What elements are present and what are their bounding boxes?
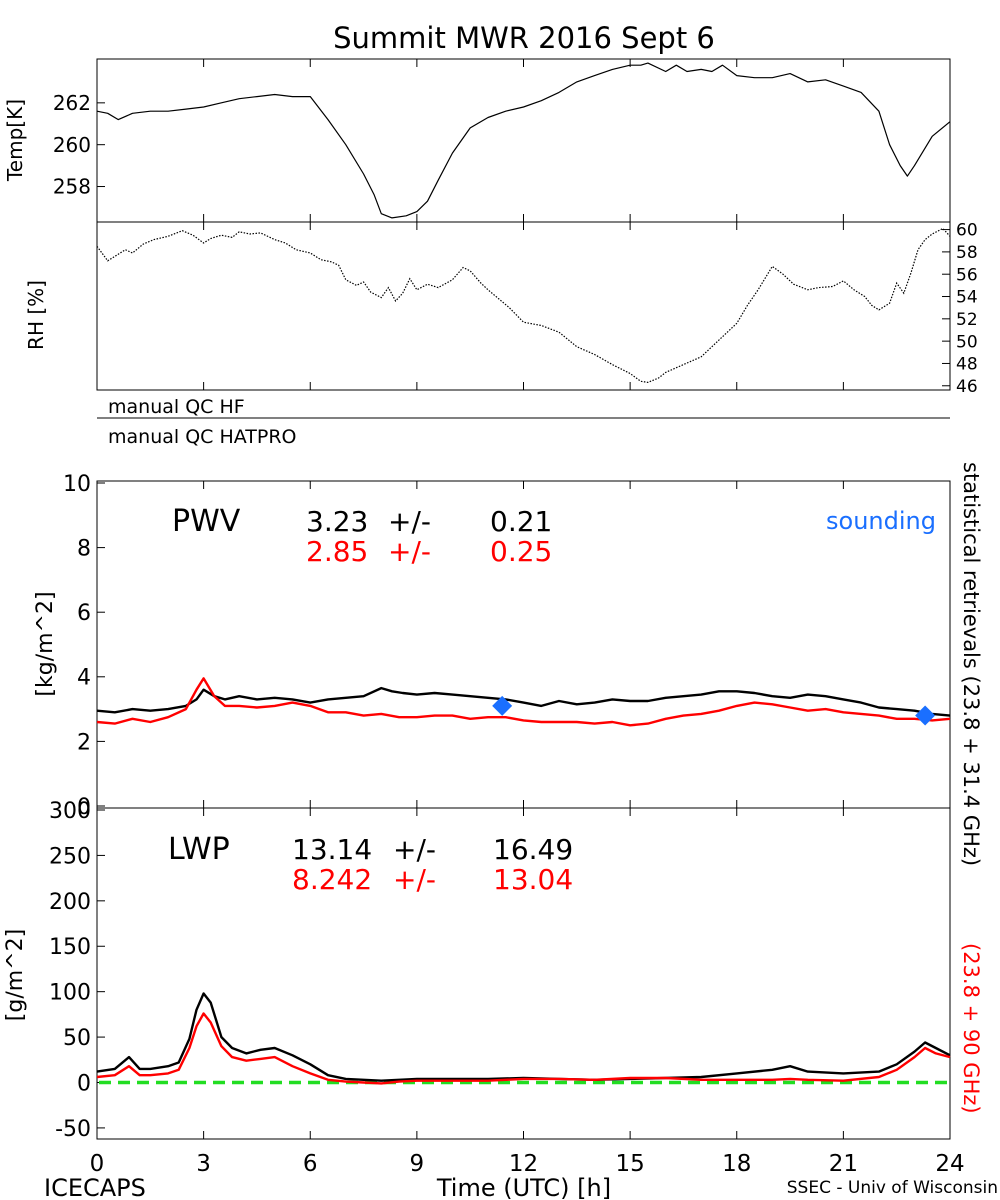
footer-left: ICECAPS	[44, 1174, 146, 1200]
rh-ytick-label: 60	[956, 221, 978, 241]
rh-ytick-label: 48	[956, 355, 978, 375]
lwp-series-red	[96, 1012, 951, 1085]
lwp-ytick-label: 150	[49, 935, 91, 960]
temp-ytick-label: 258	[53, 175, 91, 199]
pwv-series-red	[96, 677, 951, 727]
sounding-legend: sounding	[826, 507, 936, 535]
lwp-ylabel: [g/m^2]	[3, 929, 28, 1021]
axis-ticks: 25826026246485052545658600246810-5005010…	[49, 59, 978, 1177]
lwp-ytick-label: 0	[77, 1071, 91, 1096]
lwp-xtick-label: 9	[410, 1151, 425, 1177]
pwv-pm-black: +/-	[388, 505, 431, 538]
temp-series-black	[96, 62, 951, 219]
right-label-red: (23.8 + 90 GHz)	[959, 943, 983, 1114]
lwp-xtick-label: 15	[615, 1151, 644, 1177]
rh-ytick-label: 58	[956, 243, 978, 263]
rh-ytick-label: 46	[956, 377, 978, 397]
rh-panel-frame	[96, 221, 951, 391]
pwv-title: PWV	[172, 504, 241, 539]
sounding-marker	[915, 705, 936, 726]
rh-ytick-label: 52	[956, 310, 978, 330]
rh-ytick-label: 54	[956, 288, 978, 308]
lwp-mean-black: 13.14	[292, 833, 372, 866]
lwp-pm-red: +/-	[393, 863, 436, 896]
qc-label-hatpro: manual QC HATPRO	[108, 426, 297, 448]
pwv-ytick-label: 4	[77, 666, 91, 691]
temp-ytick-label: 260	[53, 133, 91, 157]
pwv-ytick-label: 0	[77, 795, 91, 820]
pwv-ytick-label: 6	[77, 601, 91, 626]
lwp-stats-black: 13.14 +/- 16.49	[292, 833, 573, 866]
pwv-mean-black: 3.23	[306, 505, 368, 538]
lwp-xtick-label: 0	[90, 1151, 105, 1177]
rh-ytick-label: 56	[956, 265, 978, 285]
sounding-marker	[492, 695, 513, 716]
pwv-std-red: 0.25	[490, 535, 552, 568]
pwv-pm-red: +/-	[388, 535, 431, 568]
lwp-xtick-label: 3	[196, 1151, 211, 1177]
lwp-mean-red: 8.242	[292, 863, 372, 896]
lwp-series-black	[96, 992, 951, 1082]
sounding-markers	[492, 695, 936, 726]
pwv-ytick-label: 2	[77, 730, 91, 755]
lwp-pm-black: +/-	[393, 833, 436, 866]
lwp-std-red: 13.04	[493, 863, 573, 896]
temp-ylabel: Temp[K]	[3, 99, 27, 182]
lwp-xtick-label: 21	[829, 1151, 858, 1177]
figure-title: Summit MWR 2016 Sept 6	[333, 21, 715, 55]
pwv-std-black: 0.21	[490, 505, 552, 538]
footer-center: Time (UTC) [h]	[436, 1174, 611, 1200]
pwv-ytick-label: 8	[77, 537, 91, 562]
lwp-xtick-label: 6	[303, 1151, 318, 1177]
lwp-xtick-label: 24	[935, 1151, 964, 1177]
lwp-ytick-label: 50	[63, 1026, 91, 1051]
lwp-ytick-label: 300	[49, 799, 91, 824]
lwp-ytick-label: -50	[55, 1117, 91, 1142]
pwv-ytick-label: 10	[63, 472, 91, 497]
lwp-ytick-label: 250	[49, 844, 91, 869]
pwv-mean-red: 2.85	[306, 535, 368, 568]
lwp-ytick-label: 200	[49, 890, 91, 915]
qc-label-hf: manual QC HF	[108, 396, 245, 418]
pwv-ylabel: [kg/m^2]	[33, 591, 58, 696]
temp-ytick-label: 262	[53, 91, 91, 115]
rh-series-black	[96, 227, 951, 384]
lwp-xtick-label: 12	[509, 1151, 538, 1177]
pwv-series-black	[96, 686, 951, 717]
rh-ytick-label: 50	[956, 332, 978, 352]
lwp-xtick-label: 18	[722, 1151, 751, 1177]
pwv-stats-red: 2.85 +/- 0.25	[306, 535, 552, 568]
lwp-std-black: 16.49	[493, 833, 573, 866]
series-layer	[96, 62, 951, 1085]
right-label-black: statistical retrievals (23.8 + 31.4 GHz)	[959, 462, 983, 866]
lwp-title: LWP	[168, 832, 230, 867]
footer-right: SSEC - Univ of Wisconsin	[787, 1178, 998, 1198]
pwv-stats-black: 3.23 +/- 0.21	[306, 505, 552, 538]
rh-ylabel: RH [%]	[24, 280, 48, 350]
temp-panel-frame	[96, 58, 951, 223]
lwp-ytick-label: 100	[49, 981, 91, 1006]
lwp-stats-red: 8.242 +/- 13.04	[292, 863, 573, 896]
